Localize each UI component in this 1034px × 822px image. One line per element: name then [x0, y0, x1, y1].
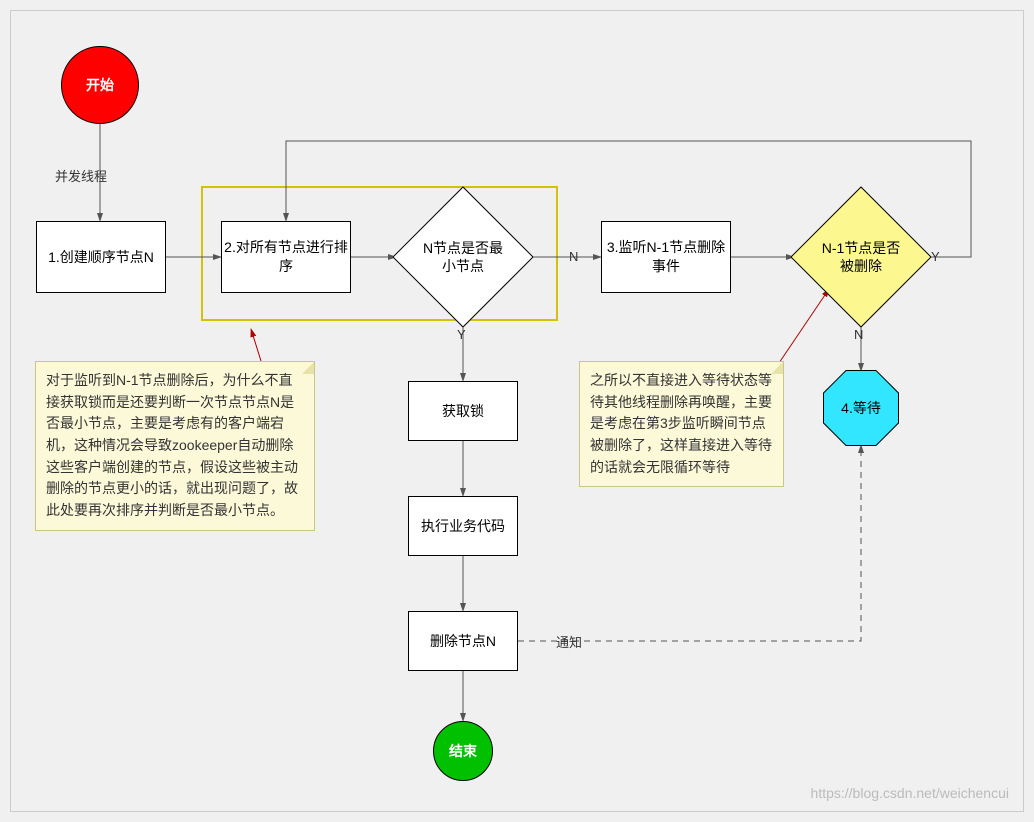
edge-label-dec1-n: N — [569, 249, 578, 264]
step3-node: 3.监听N-1节点删除事件 — [601, 221, 731, 293]
wait-label: 4.等待 — [841, 399, 881, 418]
exec-node: 执行业务代码 — [408, 496, 518, 556]
note2-text: 之所以不直接进入等待状态等待其他线程删除再唤醒，主要是考虑在第3步监听瞬间节点被… — [590, 372, 772, 475]
edge-label-dec2-n: N — [854, 327, 863, 342]
start-label: 开始 — [86, 76, 114, 95]
decision1-label: N节点是否最小节点 — [421, 239, 505, 275]
edge-label-dec1-y: Y — [457, 327, 466, 342]
step1-label: 1.创建顺序节点N — [48, 248, 154, 267]
watermark: https://blog.csdn.net/weichencui — [811, 785, 1009, 801]
decision1-node: N节点是否最小节点 — [413, 207, 513, 307]
delnode-node: 删除节点N — [408, 611, 518, 671]
note2: 之所以不直接进入等待状态等待其他线程删除再唤醒，主要是考虑在第3步监听瞬间节点被… — [579, 361, 784, 487]
decision2-label: N-1节点是否被删除 — [819, 239, 903, 275]
note1: 对于监听到N-1节点删除后，为什么不直接获取锁而是还要判断一次节点节点N是否最小… — [35, 361, 315, 531]
end-node: 结束 — [433, 721, 493, 781]
edge-label-concurrent: 并发线程 — [55, 166, 107, 185]
step1-node: 1.创建顺序节点N — [36, 221, 166, 293]
flowchart-canvas: 开始 1.创建顺序节点N 2.对所有节点进行排序 N节点是否最小节点 3.监听N… — [10, 10, 1024, 812]
edge-label-notify: 通知 — [556, 632, 582, 651]
start-node: 开始 — [61, 46, 139, 124]
delnode-label: 删除节点N — [430, 632, 496, 651]
note1-text: 对于监听到N-1节点删除后，为什么不直接获取锁而是还要判断一次节点节点N是否最小… — [46, 372, 298, 518]
getlock-label: 获取锁 — [442, 402, 484, 421]
step2-node: 2.对所有节点进行排序 — [221, 221, 351, 293]
exec-label: 执行业务代码 — [421, 517, 505, 536]
getlock-node: 获取锁 — [408, 381, 518, 441]
step2-label: 2.对所有节点进行排序 — [222, 238, 350, 276]
end-label: 结束 — [449, 742, 477, 761]
decision2-node: N-1节点是否被删除 — [811, 207, 911, 307]
step3-label: 3.监听N-1节点删除事件 — [602, 238, 730, 276]
edge-label-dec2-y: Y — [931, 249, 940, 264]
